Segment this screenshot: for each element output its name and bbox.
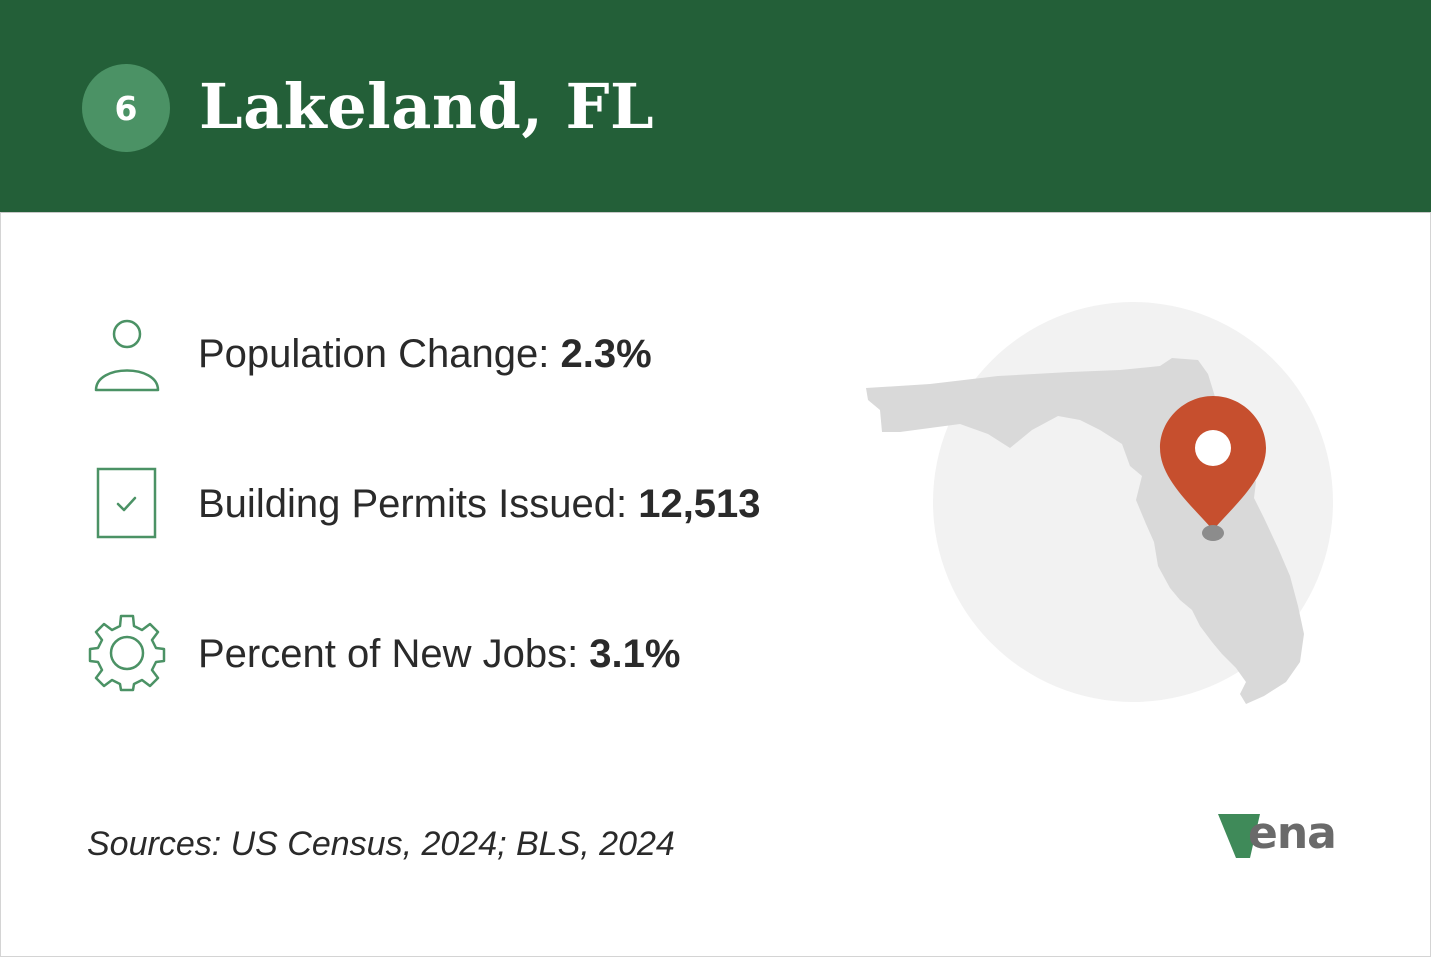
sources-note: Sources: US Census, 2024; BLS, 2024 [87,825,675,863]
city-title: Lakeland, FL [199,70,655,143]
stat-new-jobs: Percent of New Jobs: 3.1% [0,610,860,700]
vena-logo [1218,814,1260,858]
header-banner: 6 Lakeland, FL [0,0,1431,212]
vena-logo-text: ena [1248,808,1337,859]
stat-label: Percent of New Jobs: [198,632,590,676]
stat-new-jobs-text: Percent of New Jobs: 3.1% [198,629,680,679]
stat-building-permits-text: Building Permits Issued: 12,513 [198,479,761,529]
stat-value: 2.3% [560,332,652,376]
rank-badge: 6 [82,64,170,152]
stat-population-text: Population Change: 2.3% [198,329,652,379]
stat-label: Population Change: [198,332,561,376]
stat-value: 3.1% [589,632,681,676]
person-icon [94,319,160,392]
stat-building-permits: Building Permits Issued: 12,513 [0,460,860,550]
gear-icon [88,614,166,692]
stat-value: 12,513 [638,482,761,526]
pin-center-dot [1195,430,1231,466]
checklist-icon [96,467,157,539]
stat-label: Building Permits Issued: [198,482,639,526]
pin-shadow [1202,525,1224,541]
stat-population: Population Change: 2.3% [0,310,860,400]
rank-number: 6 [114,88,138,128]
florida-map [866,302,1333,704]
